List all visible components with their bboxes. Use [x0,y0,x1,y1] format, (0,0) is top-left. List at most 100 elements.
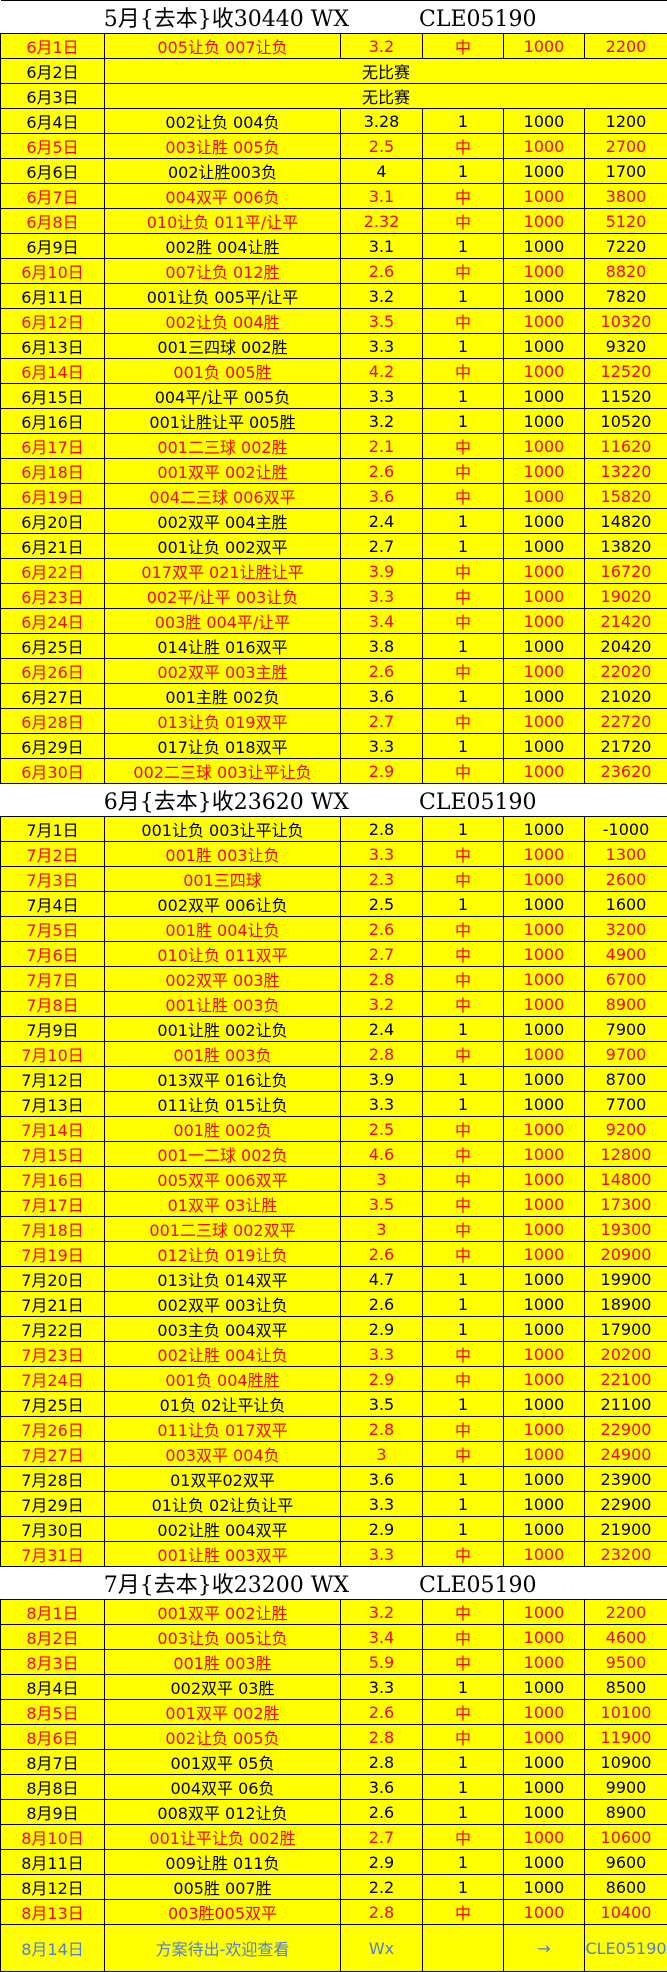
odds-cell: 2.6 [341,1800,423,1825]
date-cell: 7月2日 [1,842,105,867]
result-cell: 1 [423,334,504,359]
stake-cell: 1000 [504,1167,585,1192]
balance-cell: 6700 [585,967,667,992]
picks-cell: 005让负 007让负 [105,34,341,59]
balance-cell: 14800 [585,1167,667,1192]
picks-cell: 005胜 007胜 [105,1875,341,1900]
result-cell: 1 [423,1517,504,1542]
stake-cell: 1000 [504,409,585,434]
picks-cell: 01双平 03让胜 [105,1192,341,1217]
stake-cell: 1000 [504,992,585,1017]
result-cell: 中 [423,309,504,334]
odds-cell: 2.2 [341,1875,423,1900]
result-cell: 中 [423,1342,504,1367]
stake-cell: 1000 [504,1267,585,1292]
date-cell: 7月16日 [1,1167,105,1192]
date-cell: 7月31日 [1,1542,105,1567]
stake-cell: 1000 [504,359,585,384]
odds-cell: 3.6 [341,1775,423,1800]
stake-cell: 1000 [504,509,585,534]
result-cell: 中 [423,659,504,684]
date-cell: 6月30日 [1,759,105,784]
date-cell: 7月1日 [1,817,105,842]
picks-cell: 001负 004胜胜 [105,1367,341,1392]
date-cell: 6月16日 [1,409,105,434]
arrow-icon: → [504,1925,585,1972]
date-cell: 8月12日 [1,1875,105,1900]
result-cell: 1 [423,684,504,709]
picks-cell: 011让负 017双平 [105,1417,341,1442]
date-cell: 6月12日 [1,309,105,334]
balance-cell: 10400 [585,1900,667,1925]
balance-cell: 10900 [585,1750,667,1775]
odds-cell: 3.3 [341,384,423,409]
date-cell: 6月13日 [1,334,105,359]
picks-cell: 01负 02让平让负 [105,1392,341,1417]
result-cell: 中 [423,1600,504,1625]
odds-cell: 3.6 [341,1467,423,1492]
picks-cell: 001让平让负 002胜 [105,1825,341,1850]
date-cell: 7月6日 [1,942,105,967]
date-cell: 8月4日 [1,1675,105,1700]
picks-cell: 001让负 003让平让负 [105,817,341,842]
stake-cell: 1000 [504,284,585,309]
section-title: 6月{去本}收23620 WX [49,784,349,816]
result-cell: 1 [423,1467,504,1492]
stake-cell: 1000 [504,334,585,359]
result-cell: 1 [423,1800,504,1825]
odds-cell: 3.3 [341,1092,423,1117]
date-cell: 7月27日 [1,1442,105,1467]
result-cell: 中 [423,609,504,634]
date-cell: 8月14日 [1,1925,105,1972]
odds-cell: 2.8 [341,967,423,992]
balance-cell: 11620 [585,434,667,459]
picks-cell: 010让负 011平/让平 [105,209,341,234]
picks-cell: 002双平 004主胜 [105,509,341,534]
date-cell: 7月26日 [1,1417,105,1442]
wx-cell: Wx [341,1925,423,1972]
date-cell: 6月8日 [1,209,105,234]
result-cell: 中 [423,1117,504,1142]
date-cell: 7月22日 [1,1317,105,1342]
balance-cell: 22720 [585,709,667,734]
balance-cell: 17300 [585,1192,667,1217]
balance-cell: 21900 [585,1517,667,1542]
odds-cell: 2.5 [341,892,423,917]
picks-cell: 003胜005双平 [105,1900,341,1925]
odds-cell: 2.9 [341,1367,423,1392]
odds-cell: 2.8 [341,1417,423,1442]
stake-cell: 1000 [504,1242,585,1267]
result-cell: 1 [423,234,504,259]
stake-cell: 1000 [504,1117,585,1142]
balance-cell: 10520 [585,409,667,434]
stake-cell: 1000 [504,684,585,709]
picks-cell: 001主胜 002负 [105,684,341,709]
date-cell: 7月14日 [1,1117,105,1142]
odds-cell: 5.9 [341,1650,423,1675]
stake-cell: 1000 [504,967,585,992]
odds-cell: 2.8 [341,1750,423,1775]
stake-cell: 1000 [504,1825,585,1850]
picks-cell: 002让负 005负 [105,1725,341,1750]
stake-cell: 1000 [504,209,585,234]
picks-cell: 001三四球 002胜 [105,334,341,359]
picks-cell: 003主负 004双平 [105,1317,341,1342]
result-cell: 中 [423,584,504,609]
balance-cell: 10100 [585,1700,667,1725]
date-cell: 8月7日 [1,1750,105,1775]
result-cell: 中 [423,942,504,967]
odds-cell: 2.9 [341,1517,423,1542]
section-code: CLE05190 [419,790,619,815]
